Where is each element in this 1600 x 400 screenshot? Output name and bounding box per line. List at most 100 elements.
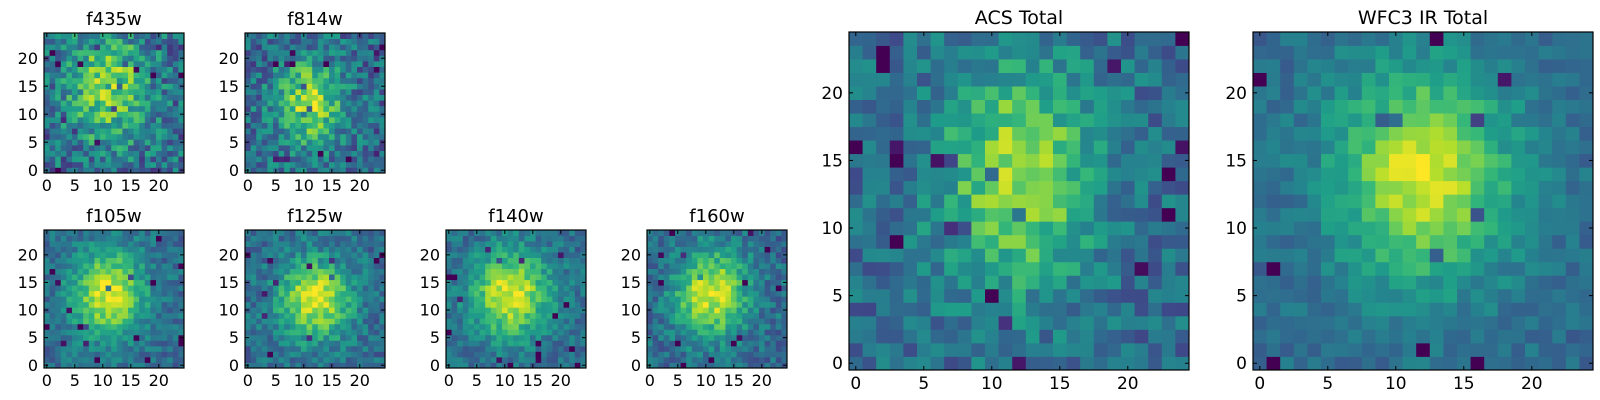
- heatmap-cell: [340, 49, 347, 56]
- heatmap-cell: [77, 44, 84, 51]
- heatmap-cell: [128, 111, 134, 118]
- heatmap-cell: [256, 334, 263, 341]
- heatmap-cell: [1307, 356, 1322, 371]
- heatmap-cell: [563, 362, 570, 369]
- heatmap-cell: [88, 49, 95, 56]
- heatmap-cell: [357, 285, 363, 292]
- heatmap-cell: [1121, 207, 1135, 222]
- heatmap-cell: [167, 252, 174, 258]
- heatmap-cell: [295, 89, 302, 95]
- heatmap-cell: [1552, 221, 1567, 236]
- heatmap-cell: [725, 235, 732, 242]
- heatmap-cell: [167, 38, 174, 45]
- x-tick-label: 20: [752, 371, 772, 390]
- heatmap-cell: [647, 285, 653, 292]
- heatmap-cell: [1307, 315, 1322, 330]
- heatmap-cell: [663, 329, 670, 336]
- heatmap-cell: [1293, 248, 1308, 263]
- heatmap-cell: [686, 290, 693, 297]
- heatmap-cell: [362, 100, 369, 107]
- heatmap-cell: [502, 312, 508, 319]
- heatmap-cell: [1538, 221, 1553, 236]
- heatmap-cell: [105, 150, 112, 157]
- heatmap-cell: [479, 351, 486, 358]
- heatmap-cell: [574, 340, 581, 347]
- heatmap-cell: [451, 301, 458, 308]
- heatmap-cell: [457, 241, 464, 247]
- heatmap-cell: [122, 94, 129, 101]
- heatmap-cell: [111, 61, 118, 67]
- heatmap-cell: [446, 351, 452, 358]
- heatmap-cell: [379, 340, 386, 347]
- heatmap-cell: [770, 329, 777, 336]
- heatmap-cell: [55, 257, 62, 264]
- heatmap-cell: [1375, 248, 1390, 263]
- heatmap-cell: [1093, 153, 1108, 168]
- heatmap-cell: [261, 246, 268, 253]
- heatmap-cell: [1266, 207, 1281, 222]
- heatmap-cell: [1175, 356, 1190, 371]
- heatmap-cell: [652, 329, 659, 336]
- heatmap-cell: [957, 72, 972, 87]
- heatmap-cell: [345, 230, 352, 236]
- heatmap-cell: [340, 150, 347, 157]
- heatmap-cell: [1443, 180, 1458, 195]
- heatmap-cell: [357, 329, 363, 336]
- heatmap-cell: [83, 362, 90, 369]
- heatmap-cell: [574, 246, 581, 253]
- x-tick-label: 10: [93, 176, 113, 195]
- heatmap-cell: [862, 315, 877, 330]
- heatmap-cell: [133, 307, 140, 314]
- heatmap-cell: [256, 49, 263, 56]
- heatmap-cell: [105, 329, 112, 336]
- heatmap-cell: [373, 133, 380, 140]
- heatmap-cell: [1148, 99, 1163, 114]
- heatmap-cell: [535, 235, 542, 242]
- heatmap-cell: [862, 342, 877, 357]
- heatmap-cell: [83, 161, 90, 168]
- heatmap-cell: [116, 133, 123, 140]
- heatmap-cell: [747, 301, 754, 308]
- heatmap-cell: [903, 315, 918, 330]
- heatmap-cell: [245, 285, 251, 292]
- heatmap-cell: [334, 72, 341, 79]
- heatmap-cell: [267, 323, 274, 330]
- heatmap-cell: [1293, 288, 1308, 303]
- heatmap-cell: [60, 235, 67, 242]
- heatmap-cell: [1107, 221, 1122, 236]
- heatmap-cell: [245, 145, 251, 151]
- heatmap-cell: [139, 133, 146, 140]
- heatmap-cell: [150, 77, 157, 84]
- heatmap-cell: [77, 49, 84, 56]
- heatmap-cell: [1175, 140, 1190, 155]
- heatmap-cell: [708, 252, 715, 258]
- heatmap-cell: [1039, 153, 1054, 168]
- heatmap-cell: [998, 99, 1013, 114]
- heatmap-cell: [357, 241, 363, 247]
- heatmap-cell: [1121, 194, 1135, 209]
- heatmap-cell: [278, 307, 285, 314]
- heatmap-cell: [490, 285, 497, 292]
- heatmap-cell: [156, 117, 162, 123]
- heatmap-cell: [680, 340, 687, 347]
- heatmap-cell: [256, 257, 263, 264]
- heatmap-cell: [362, 351, 369, 358]
- heatmap-cell: [558, 246, 564, 253]
- heatmap-cell: [1579, 315, 1594, 330]
- heatmap-cell: [178, 94, 185, 101]
- heatmap-cell: [306, 122, 313, 129]
- heatmap-cell: [1053, 32, 1067, 46]
- heatmap-cell: [1402, 288, 1417, 303]
- heatmap-cell: [161, 156, 168, 163]
- heatmap-cell: [94, 241, 101, 247]
- heatmap-cell: [849, 207, 863, 222]
- heatmap-cell: [535, 329, 542, 336]
- heatmap-cell: [357, 38, 363, 45]
- heatmap-cell: [345, 351, 352, 358]
- heatmap-cell: [368, 117, 375, 123]
- heatmap-cell: [714, 334, 721, 341]
- heatmap-cell: [105, 334, 112, 341]
- heatmap-cell: [658, 340, 665, 347]
- heatmap-cell: [306, 111, 313, 118]
- heatmap-cell: [485, 285, 492, 292]
